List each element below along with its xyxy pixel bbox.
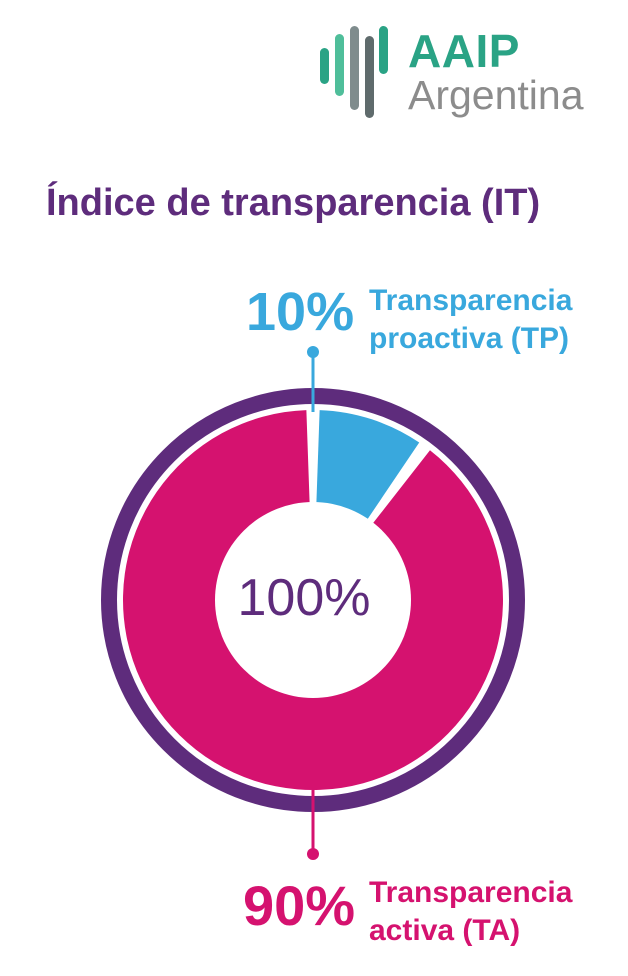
logo-text-aaip: AAIP [408,25,520,77]
ta-label-line2: activa (TA) [369,914,521,947]
logo-text-argentina: Argentina [408,72,584,118]
tp-label-line1: Transparencia [369,284,573,317]
tp-series-label: Transparencia proactiva (TP) [369,282,572,358]
ta-value-label: 90% [243,874,356,937]
chart-title: Índice de transparencia (IT) [46,182,541,224]
aaip-logo: AAIP Argentina [318,26,610,118]
tp-leader-dot [307,346,319,358]
center-total-label: 100% [237,569,371,627]
logo-mark-icon [320,26,388,118]
tp-label-line2: proactiva (TP) [369,322,570,355]
tp-value-label: 10% [246,282,355,342]
ta-label-line1: Transparencia [369,876,573,909]
ta-series-label: Transparencia activa (TA) [369,874,572,950]
donut-hole [215,502,411,698]
ta-leader-dot [307,848,319,860]
